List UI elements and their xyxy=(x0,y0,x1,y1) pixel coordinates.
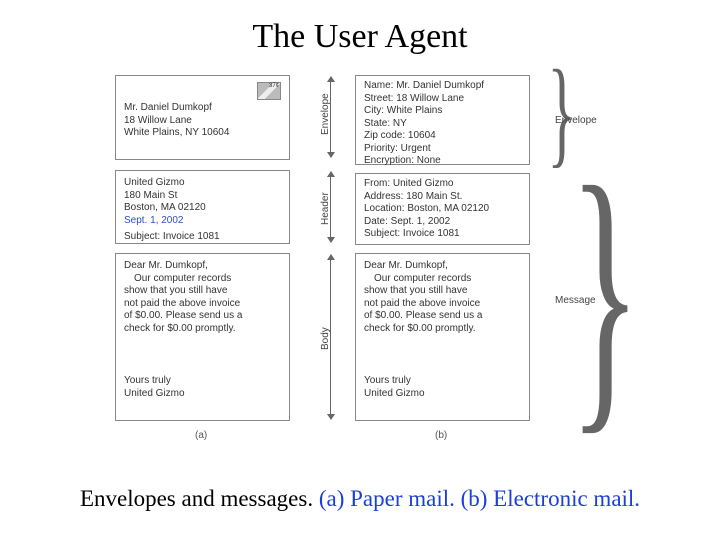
paper-body-s1: Yours truly xyxy=(124,375,281,388)
email-envelope-box: Name: Mr. Daniel Dumkopf Street: 18 Will… xyxy=(355,75,530,165)
paper-body-s2: United Gizmo xyxy=(124,388,281,401)
figure: 37¢ Mr. Daniel Dumkopf 18 Willow Lane Wh… xyxy=(115,75,585,455)
caption-a: (a) Paper mail. xyxy=(319,486,455,511)
caption: Envelopes and messages. (a) Paper mail. … xyxy=(0,486,720,512)
stamp-icon: 37¢ xyxy=(257,82,281,100)
email-hdr-l1: From: United Gizmo xyxy=(364,178,521,191)
paper-body-l6: check for $0.00 promptly. xyxy=(124,323,281,336)
subcaption-b: (b) xyxy=(435,430,447,441)
email-body-s2: United Gizmo xyxy=(364,388,521,401)
label-envelope: Envelope xyxy=(320,93,331,135)
rlabel-envelope: Envelope xyxy=(555,115,597,126)
paper-body-l2: Our computer records xyxy=(124,273,281,286)
paper-env-l2: 18 Willow Lane xyxy=(124,115,281,128)
email-env-l6: Priority: Urgent xyxy=(364,143,521,156)
paper-body-l1: Dear Mr. Dumkopf, xyxy=(124,260,281,273)
email-body-box: Dear Mr. Dumkopf, Our computer records s… xyxy=(355,253,530,421)
paper-body-l5: of $0.00. Please send us a xyxy=(124,310,281,323)
email-body-l6: check for $0.00 promptly. xyxy=(364,323,521,336)
caption-lead: Envelopes and messages. xyxy=(80,486,319,511)
paper-hdr-l1: United Gizmo xyxy=(124,177,281,190)
paper-hdr-l5: Subject: Invoice 1081 xyxy=(124,231,281,244)
email-hdr-l3: Location: Boston, MA 02120 xyxy=(364,203,521,216)
email-env-l3: City: White Plains xyxy=(364,105,521,118)
email-hdr-l2: Address: 180 Main St. xyxy=(364,191,521,204)
email-env-l4: State: NY xyxy=(364,118,521,131)
email-hdr-l5: Subject: Invoice 1081 xyxy=(364,228,521,241)
label-header: Header xyxy=(320,192,331,225)
paper-body-l4: not paid the above invoice xyxy=(124,298,281,311)
paper-hdr-l3: Boston, MA 02120 xyxy=(124,202,281,215)
email-body-l5: of $0.00. Please send us a xyxy=(364,310,521,323)
email-header-box: From: United Gizmo Address: 180 Main St.… xyxy=(355,173,530,245)
paper-header-box: United Gizmo 180 Main St Boston, MA 0212… xyxy=(115,170,290,244)
paper-env-l1: Mr. Daniel Dumkopf xyxy=(124,102,281,115)
email-env-l2: Street: 18 Willow Lane xyxy=(364,93,521,106)
paper-envelope-box: 37¢ Mr. Daniel Dumkopf 18 Willow Lane Wh… xyxy=(115,75,290,160)
email-hdr-l4: Date: Sept. 1, 2002 xyxy=(364,216,521,229)
email-body-l4: not paid the above invoice xyxy=(364,298,521,311)
email-env-l7: Encryption: None xyxy=(364,155,521,168)
paper-body-l3: show that you still have xyxy=(124,285,281,298)
label-body: Body xyxy=(320,327,331,350)
email-body-s1: Yours truly xyxy=(364,375,521,388)
paper-hdr-l4: Sept. 1, 2002 xyxy=(124,215,281,228)
email-env-l1: Name: Mr. Daniel Dumkopf xyxy=(364,80,521,93)
slide-title: The User Agent xyxy=(0,18,720,56)
paper-body-box: Dear Mr. Dumkopf, Our computer records s… xyxy=(115,253,290,421)
email-body-l1: Dear Mr. Dumkopf, xyxy=(364,260,521,273)
email-env-l5: Zip code: 10604 xyxy=(364,130,521,143)
brace-message: } xyxy=(569,165,641,420)
email-body-l3: show that you still have xyxy=(364,285,521,298)
email-body-l2: Our computer records xyxy=(364,273,521,286)
caption-b: (b) Electronic mail. xyxy=(461,486,640,511)
subcaption-a: (a) xyxy=(195,430,207,441)
paper-hdr-l2: 180 Main St xyxy=(124,190,281,203)
rlabel-message: Message xyxy=(555,295,596,306)
paper-env-l3: White Plains, NY 10604 xyxy=(124,127,281,140)
